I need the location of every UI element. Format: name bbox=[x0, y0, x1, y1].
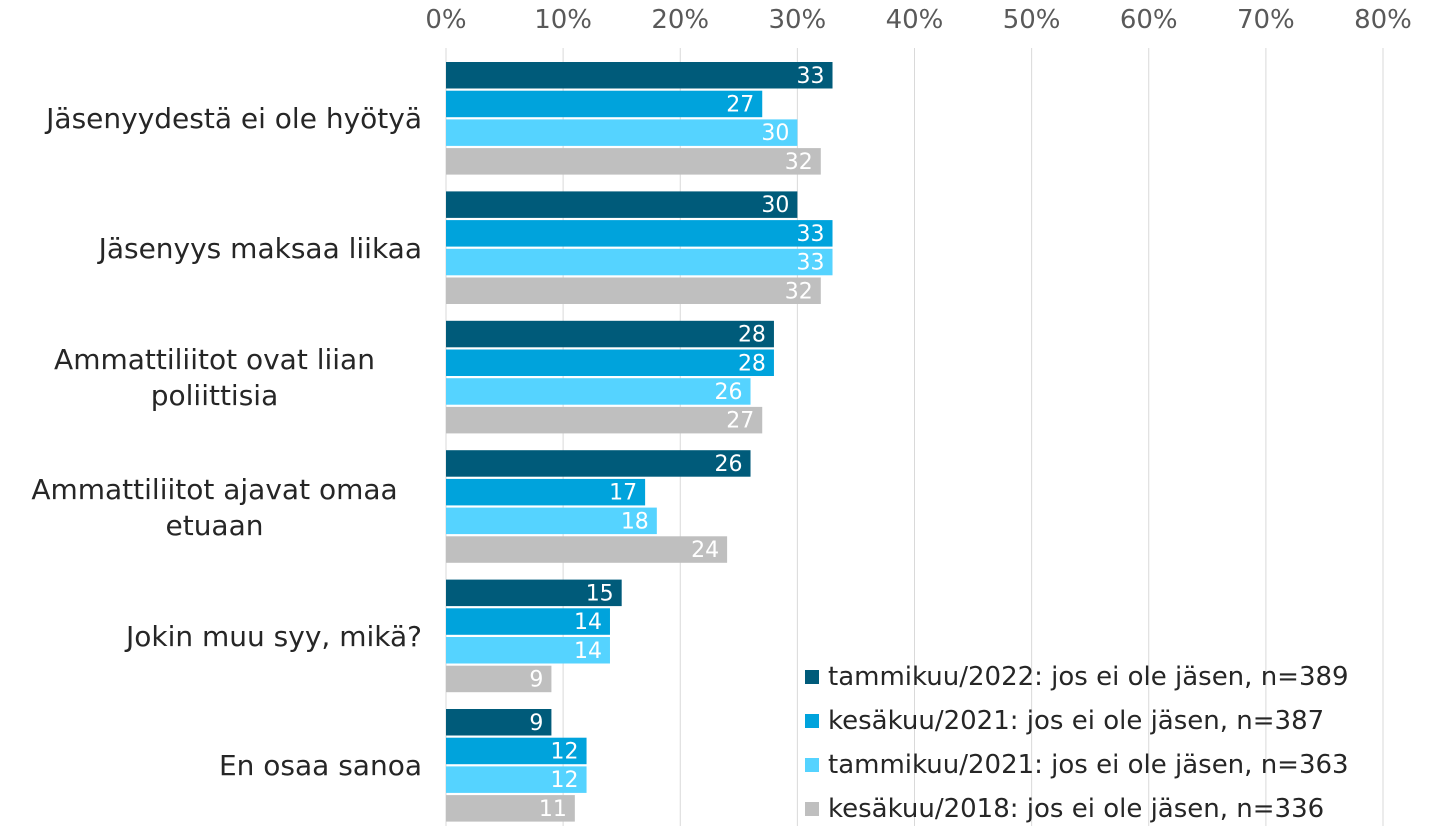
legend-swatch bbox=[805, 714, 819, 728]
legend-label: tammikuu/2021: jos ei ole jäsen, n=363 bbox=[828, 750, 1349, 780]
data-label: 14 bbox=[574, 610, 602, 635]
data-label: 32 bbox=[785, 150, 813, 175]
x-tick-label: 20% bbox=[651, 5, 709, 35]
legend-label: kesäkuu/2018: jos ei ole jäsen, n=336 bbox=[828, 794, 1324, 824]
x-tick-label: 60% bbox=[1120, 5, 1178, 35]
data-label: 9 bbox=[529, 667, 543, 692]
bar bbox=[446, 766, 587, 793]
category-label: Jäsenyys maksaa liikaa bbox=[98, 231, 422, 265]
bar bbox=[446, 795, 575, 822]
data-label: 11 bbox=[539, 797, 567, 822]
bar bbox=[446, 709, 552, 736]
data-label: 28 bbox=[738, 323, 766, 348]
data-label: 18 bbox=[621, 509, 649, 534]
legend-label: kesäkuu/2021: jos ei ole jäsen, n=387 bbox=[828, 706, 1324, 736]
bar bbox=[446, 478, 646, 506]
bar bbox=[446, 277, 821, 304]
data-label: 26 bbox=[715, 452, 743, 477]
x-tick-label: 40% bbox=[886, 5, 944, 35]
data-label: 30 bbox=[761, 193, 789, 218]
bar bbox=[446, 608, 610, 635]
data-label: 12 bbox=[551, 739, 579, 764]
data-label: 27 bbox=[726, 92, 754, 117]
category-label: Jäsenyydestä ei ole hyötyä bbox=[46, 102, 422, 136]
data-label: 24 bbox=[691, 538, 719, 563]
data-label: 33 bbox=[797, 251, 825, 276]
data-label: 17 bbox=[609, 481, 637, 506]
bar bbox=[446, 320, 774, 348]
bar bbox=[446, 220, 833, 247]
category-label: Ammattiliitot ovat liian poliittisia bbox=[54, 343, 375, 413]
data-label: 26 bbox=[715, 380, 743, 405]
data-label: 33 bbox=[797, 222, 825, 247]
x-tick-label: 0% bbox=[425, 5, 466, 35]
category-label: En osaa sanoa bbox=[218, 749, 422, 783]
data-label: 30 bbox=[761, 121, 789, 146]
x-tick-label: 50% bbox=[1003, 5, 1061, 35]
bar bbox=[446, 507, 657, 535]
x-tick-label: 70% bbox=[1237, 5, 1295, 35]
legend-swatch bbox=[805, 802, 819, 816]
legend-swatch bbox=[805, 670, 819, 684]
bar bbox=[446, 191, 798, 218]
x-tick-label: 30% bbox=[768, 5, 826, 35]
x-tick-label: 80% bbox=[1354, 5, 1412, 35]
bar bbox=[446, 579, 622, 607]
category-label: Jokin muu syy, mikä? bbox=[125, 620, 422, 653]
data-label: 9 bbox=[529, 711, 543, 736]
data-label: 15 bbox=[586, 581, 614, 606]
bar bbox=[446, 119, 798, 146]
bar bbox=[446, 536, 728, 563]
bar bbox=[446, 665, 552, 693]
bar bbox=[446, 406, 763, 434]
legend-label: tammikuu/2022: jos ei ole jäsen, n=389 bbox=[828, 662, 1349, 692]
bar bbox=[446, 737, 587, 765]
bar bbox=[446, 148, 821, 175]
bar bbox=[446, 248, 833, 276]
bar bbox=[446, 450, 751, 477]
bar bbox=[446, 637, 610, 664]
bar bbox=[446, 349, 774, 376]
data-label: 14 bbox=[574, 639, 602, 664]
legend-swatch bbox=[805, 758, 819, 772]
data-label: 33 bbox=[797, 64, 825, 89]
data-label: 32 bbox=[785, 279, 813, 304]
category-label: Ammattiliitot ajavat omaa etuaan bbox=[31, 472, 398, 542]
bar bbox=[446, 90, 763, 118]
x-tick-label: 10% bbox=[534, 5, 592, 35]
data-label: 27 bbox=[726, 409, 754, 434]
bar bbox=[446, 62, 833, 89]
data-label: 28 bbox=[738, 351, 766, 376]
data-label: 12 bbox=[551, 768, 579, 793]
bar bbox=[446, 378, 751, 405]
